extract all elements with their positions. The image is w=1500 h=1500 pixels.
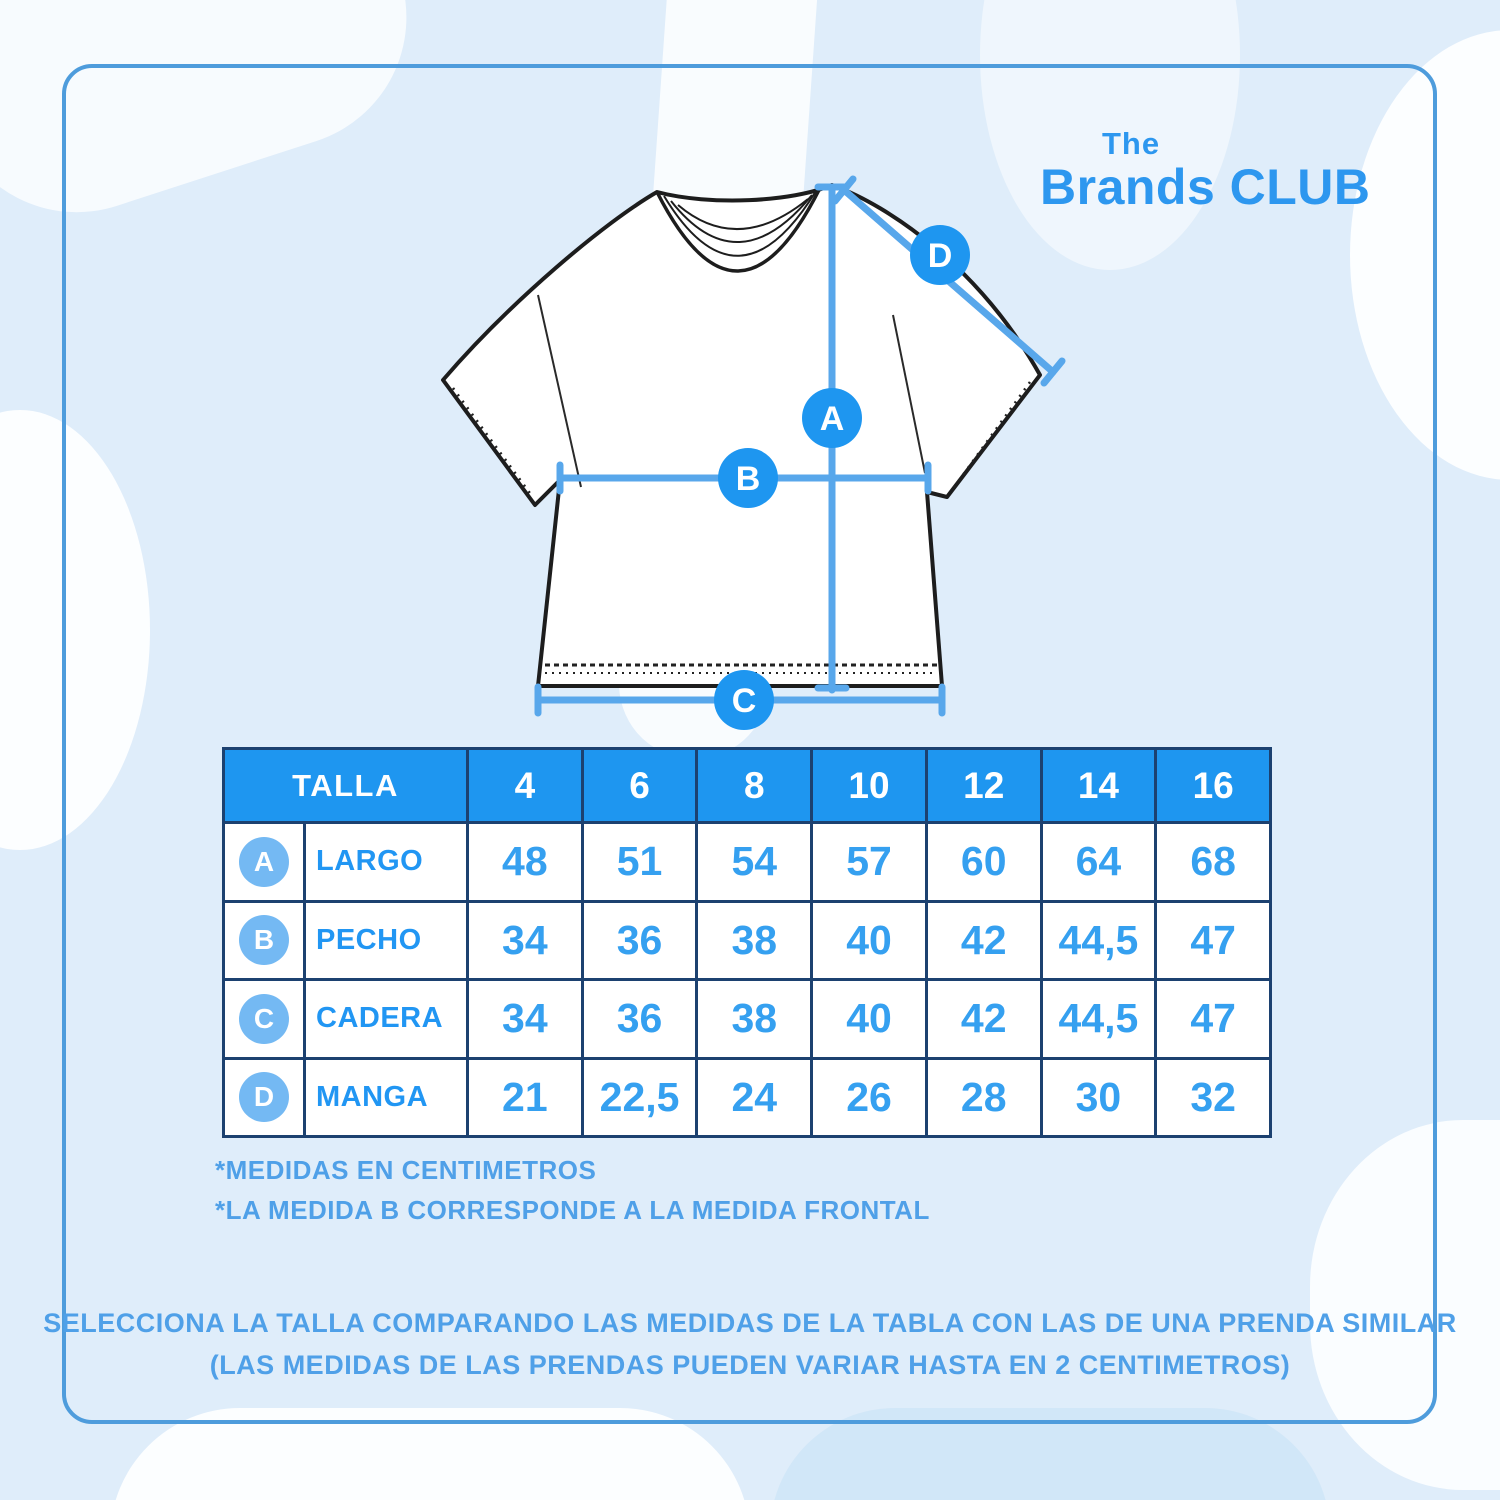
table-header-size-8: 8 [698,750,811,821]
table-cell: 48 [469,824,581,900]
instruction-line-1: SELECCIONA LA TALLA COMPARANDO LAS MEDID… [43,1308,1457,1338]
row-pecho-badge-cell: B [225,902,303,978]
table-header-size-16: 16 [1157,750,1269,821]
table-cell: 38 [698,902,811,978]
table-cell: 68 [1157,824,1269,900]
table-cell: 40 [813,902,925,978]
table-cell: 34 [469,981,581,1057]
table-cell: 26 [813,1059,925,1135]
badge-B-table: B [239,915,289,966]
table-cell: 32 [1157,1059,1269,1135]
badge-D-table: D [239,1072,289,1123]
tshirt-measurement-diagram: A B C D [420,160,1100,740]
badge-A: A [820,400,845,438]
table-cell: 24 [698,1059,811,1135]
row-largo-label: LARGO [306,824,466,900]
table-cell: 44,5 [1042,981,1155,1057]
size-table: TALLA 4 6 8 10 12 14 16 A LARGO 48 51 54… [222,747,1272,1138]
row-largo-badge-cell: A [225,824,303,900]
table-header-size-14: 14 [1042,750,1155,821]
row-manga-badge-cell: D [225,1059,303,1135]
badge-C-table: C [239,993,289,1044]
badge-C: C [732,682,757,720]
table-cell: 34 [469,902,581,978]
note-centimeters: *MEDIDAS EN CENTIMETROS [215,1155,597,1185]
table-header-talla: TALLA [225,750,466,821]
row-manga-label: MANGA [306,1059,466,1135]
row-cadera-label: CADERA [306,981,466,1057]
table-cell: 21 [469,1059,581,1135]
table-cell: 40 [813,981,925,1057]
table-cell: 54 [698,824,811,900]
table-cell: 28 [927,1059,1040,1135]
table-cell: 30 [1042,1059,1155,1135]
measurement-notes: *MEDIDAS EN CENTIMETROS *LA MEDIDA B COR… [215,1150,930,1230]
measure-badges: A B C D [714,225,970,730]
table-header-size-12: 12 [927,750,1040,821]
table-cell: 42 [927,981,1040,1057]
row-pecho-label: PECHO [306,902,466,978]
table-cell: 47 [1157,981,1269,1057]
table-cell: 42 [927,902,1040,978]
table-cell: 38 [698,981,811,1057]
instruction-line-2: (LAS MEDIDAS DE LAS PRENDAS PUEDEN VARIA… [209,1350,1291,1380]
row-cadera-badge-cell: C [225,981,303,1057]
table-cell: 36 [583,981,696,1057]
badge-D: D [928,237,953,275]
table-cell: 47 [1157,902,1269,978]
tshirt-drawing: A B C D [441,175,1066,730]
selection-instructions: SELECCIONA LA TALLA COMPARANDO LAS MEDID… [0,1302,1500,1386]
shoulder-seams [537,294,926,488]
collar-ribbing [655,187,822,273]
table-cell: 44,5 [1042,902,1155,978]
table-header-size-4: 4 [469,750,581,821]
table-cell: 60 [927,824,1040,900]
note-frontal: *LA MEDIDA B CORRESPONDE A LA MEDIDA FRO… [215,1195,930,1225]
table-cell: 36 [583,902,696,978]
tshirt-outline [441,183,1042,688]
table-header-size-10: 10 [813,750,925,821]
logo-the: The [1102,126,1161,161]
table-cell: 22,5 [583,1059,696,1135]
table-header-size-6: 6 [583,750,696,821]
table-cell: 57 [813,824,925,900]
badge-A-table: A [239,836,289,887]
brand-logo: The Brands CLUB [1040,126,1380,216]
table-cell: 51 [583,824,696,900]
table-cell: 64 [1042,824,1155,900]
badge-B: B [736,460,761,498]
logo-brands-club: Brands CLUB [1040,159,1371,215]
panel-frame [62,64,1437,1424]
